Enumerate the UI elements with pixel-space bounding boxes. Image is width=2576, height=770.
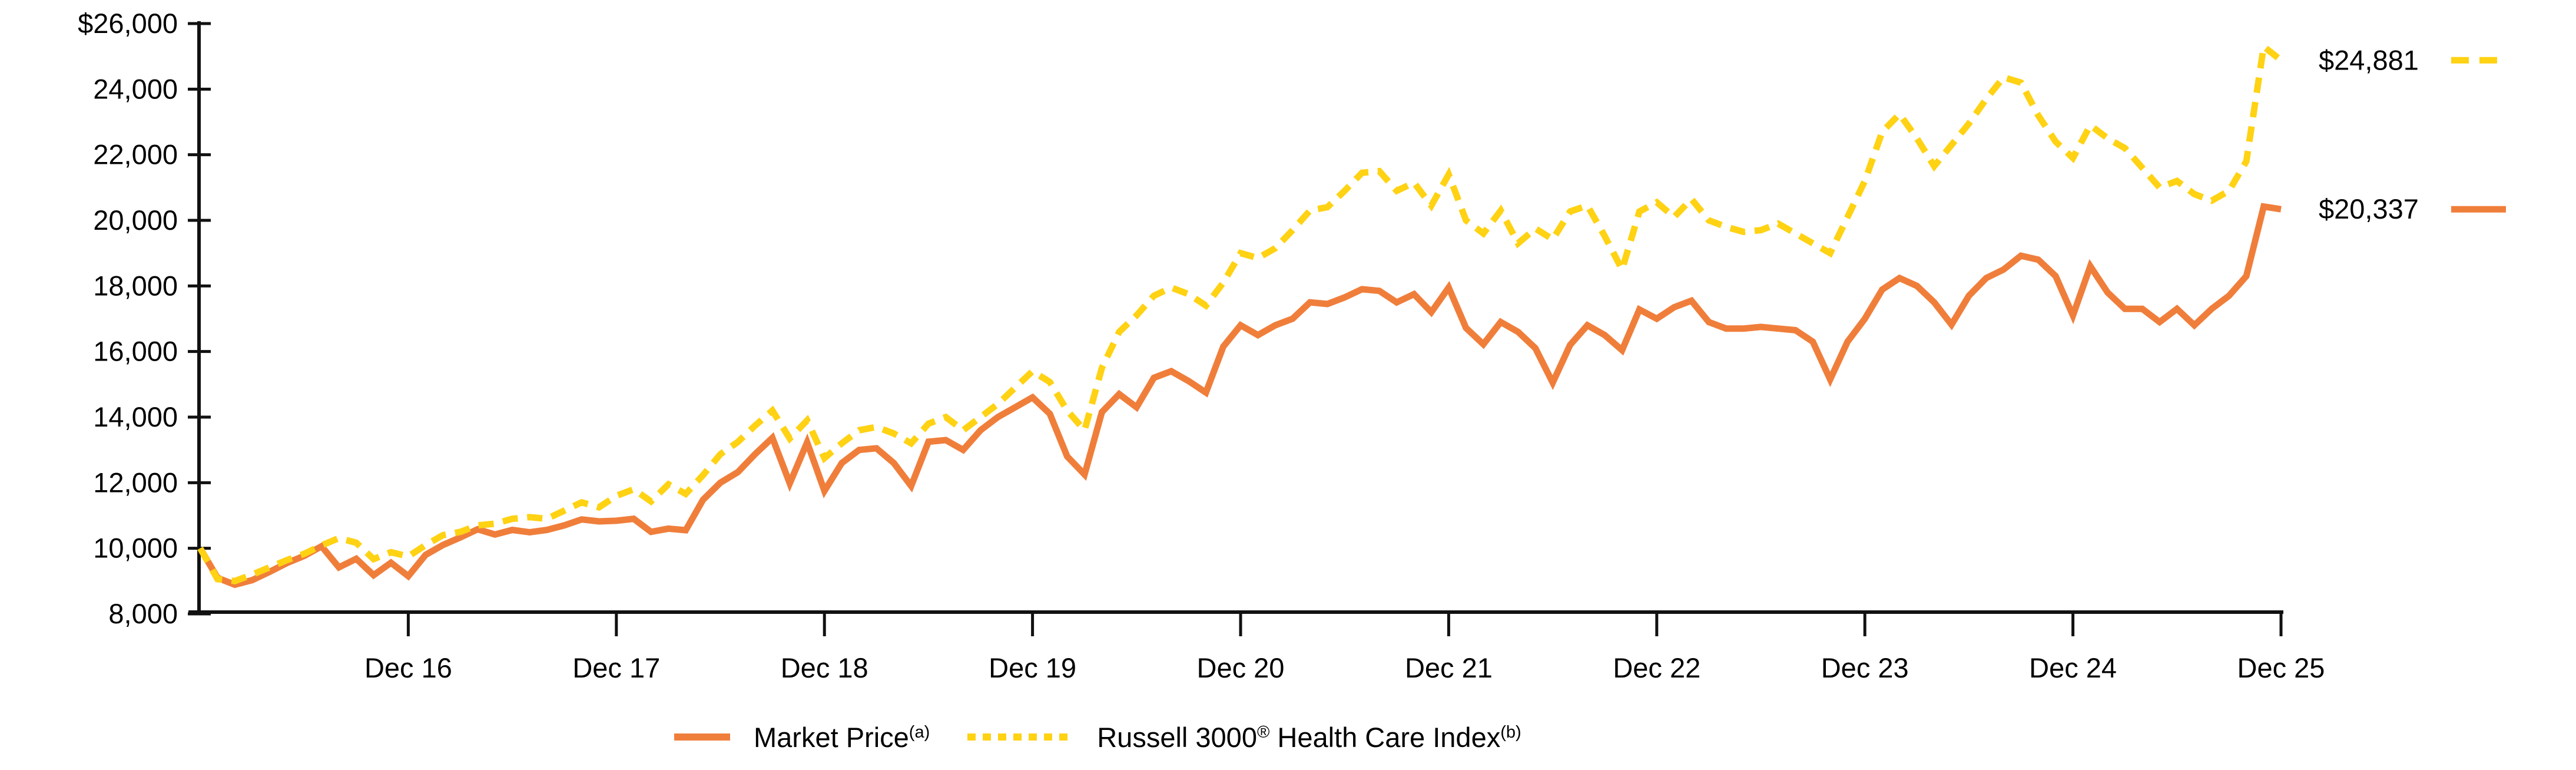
dashed-line-icon <box>967 733 1074 741</box>
y-axis-tick-label: 12,000 <box>93 467 178 498</box>
y-axis-tick-label: 22,000 <box>93 139 178 170</box>
series-line-dashed <box>197 40 2283 584</box>
y-axis-tick-label: 20,000 <box>93 204 178 236</box>
end-value-label: $24,881 <box>2319 44 2419 75</box>
y-axis-tick-label: 14,000 <box>93 401 178 432</box>
x-axis-tick-label: Dec 24 <box>2029 652 2117 683</box>
x-axis-tick-label: Dec 25 <box>2237 652 2325 683</box>
x-axis-tick-label: Dec 17 <box>572 652 660 683</box>
y-axis-tick-label: 10,000 <box>93 533 178 564</box>
chart-legend: Market Price(a) Russell 3000® Health Care… <box>674 716 1521 758</box>
solid-line-icon <box>674 733 730 741</box>
x-axis-tick-label: Dec 23 <box>1821 652 1909 683</box>
legend-label: Market Price(a) <box>754 721 930 753</box>
x-axis-tick-label: Dec 19 <box>989 652 1076 683</box>
legend-item: Russell 3000® Health Care Index(b) <box>967 721 1521 754</box>
series-line-solid <box>197 203 2282 589</box>
y-axis-tick-label: $26,000 <box>78 8 178 39</box>
y-axis-tick-label: 16,000 <box>93 336 178 367</box>
y-axis-tick-label: 24,000 <box>93 73 178 104</box>
end-value-label: $20,337 <box>2319 193 2419 224</box>
y-axis-tick-label: 8,000 <box>108 598 178 629</box>
x-axis-tick-label: Dec 18 <box>781 652 868 683</box>
y-axis-tick-label: 18,000 <box>93 270 178 301</box>
x-axis-tick-label: Dec 16 <box>364 652 452 683</box>
x-axis-tick-label: Dec 20 <box>1197 652 1285 683</box>
legend-item: Market Price(a) <box>674 721 930 754</box>
x-axis-tick-label: Dec 22 <box>1613 652 1700 683</box>
x-axis-tick-label: Dec 21 <box>1405 652 1493 683</box>
legend-label: Russell 3000® Health Care Index(b) <box>1097 721 1521 753</box>
